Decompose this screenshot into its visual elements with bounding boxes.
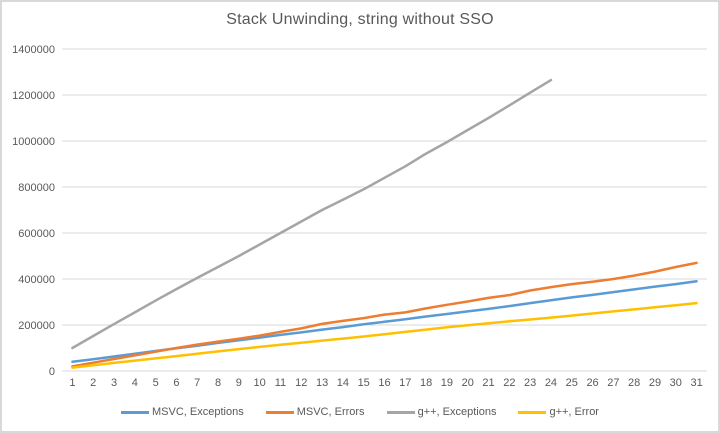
y-tick-label: 600000	[18, 228, 55, 240]
legend-key-gpp-error-icon	[518, 410, 547, 414]
x-tick-label: 10	[254, 377, 266, 389]
x-tick-label: 1	[69, 377, 75, 389]
x-tick-label: 20	[462, 377, 474, 389]
x-tick-label: 14	[337, 377, 349, 389]
legend-label: g++, Error	[549, 406, 599, 418]
legend-label: MSVC, Errors	[296, 406, 365, 418]
x-tick-label: 2	[90, 377, 96, 389]
legend-key-msvc-exceptions-icon	[121, 410, 150, 414]
y-tick-label: 1400000	[12, 44, 55, 56]
x-tick-label: 18	[420, 377, 432, 389]
legend-label: MSVC, Exceptions	[152, 406, 244, 418]
y-tick-label: 1000000	[12, 136, 55, 148]
legend-item-msvc-exceptions: MSVC, Exceptions	[121, 406, 244, 418]
x-tick-label: 23	[524, 377, 536, 389]
series-line-g-error	[71, 301, 698, 369]
x-tick-label: 30	[670, 377, 682, 389]
y-tick-label: 200000	[18, 320, 55, 332]
legend-item-gpp-error: g++, Error	[518, 406, 599, 418]
legend-item-gpp-exceptions: g++, Exceptions	[386, 406, 497, 418]
y-tick-label: 0	[49, 366, 55, 378]
y-tick-label: 800000	[18, 182, 55, 194]
x-tick-label: 21	[482, 377, 494, 389]
x-tick-label: 7	[194, 377, 200, 389]
x-tick-label: 16	[378, 377, 390, 389]
y-tick-label: 1200000	[12, 90, 55, 102]
x-tick-label: 5	[153, 377, 159, 389]
x-tick-label: 22	[503, 377, 515, 389]
legend-label: g++, Exceptions	[417, 406, 497, 418]
legend-item-msvc-errors: MSVC, Errors	[265, 406, 365, 418]
chart-title: Stack Unwinding, string without SSO	[226, 11, 494, 28]
x-tick-label: 11	[275, 377, 286, 389]
x-tick-label: 6	[173, 377, 179, 389]
x-tick-label: 8	[215, 377, 221, 389]
x-tick-label: 24	[545, 377, 557, 389]
legend-key-gpp-exceptions-icon	[386, 410, 415, 414]
x-tick-label: 28	[628, 377, 640, 389]
x-tick-label: 19	[441, 377, 453, 389]
x-tick-label: 25	[566, 377, 578, 389]
x-tick-label: 26	[586, 377, 598, 389]
x-tick-label: 3	[111, 377, 117, 389]
series-line-msvc-errors	[71, 261, 698, 368]
y-tick-label: 400000	[18, 274, 55, 286]
x-tick-label: 13	[316, 377, 328, 389]
x-tick-label: 4	[132, 377, 138, 389]
series-line-g-exceptions	[71, 78, 553, 350]
x-tick-label: 31	[690, 377, 702, 389]
x-tick-label: 29	[649, 377, 661, 389]
x-tick-label: 12	[295, 377, 307, 389]
x-tick-label: 17	[399, 377, 411, 389]
x-tick-label: 15	[358, 377, 370, 389]
x-tick-label: 27	[607, 377, 619, 389]
legend: MSVC, Exceptions MSVC, Errors g++, Excep…	[2, 406, 718, 418]
x-tick-label: 9	[236, 377, 242, 389]
legend-key-msvc-errors-icon	[265, 410, 294, 414]
